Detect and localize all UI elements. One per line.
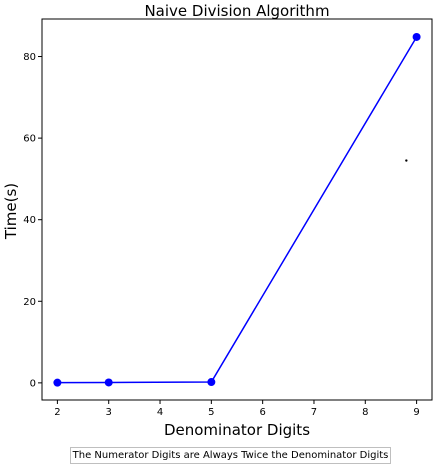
chart-svg: Naive Division Algorithm 0 20 40 60 80 2 3 4 5 6… [2,2,433,439]
y-axis-ticks: 0 20 40 60 80 [23,52,42,389]
series-line [57,36,418,384]
y-tick-label: 60 [23,134,36,145]
data-point [207,378,216,387]
data-point [53,378,62,387]
x-tick-label: 5 [208,407,214,418]
plot-frame [41,18,433,401]
x-tick-label: 8 [362,407,368,418]
data-point [104,378,113,387]
x-axis-label: Denominator Digits [164,421,310,439]
data-point [412,32,421,41]
x-tick-label: 4 [157,407,163,418]
x-tick-label: 9 [413,407,419,418]
footnote-caption: The Numerator Digits are Always Twice th… [70,447,391,464]
y-axis-label: Time(s) [2,183,20,240]
stray-point [405,159,408,162]
x-tick-label: 7 [311,407,317,418]
chart-title: Naive Division Algorithm [144,2,329,20]
series-layer [53,32,421,387]
y-tick-label: 0 [30,378,36,389]
x-axis-ticks: 2 3 4 5 6 7 8 9 [54,400,420,418]
x-tick-label: 2 [54,407,60,418]
y-tick-label: 20 [23,297,36,308]
x-tick-label: 6 [259,407,265,418]
x-tick-label: 3 [106,407,112,418]
y-tick-label: 40 [23,215,36,226]
y-tick-label: 80 [23,52,36,63]
